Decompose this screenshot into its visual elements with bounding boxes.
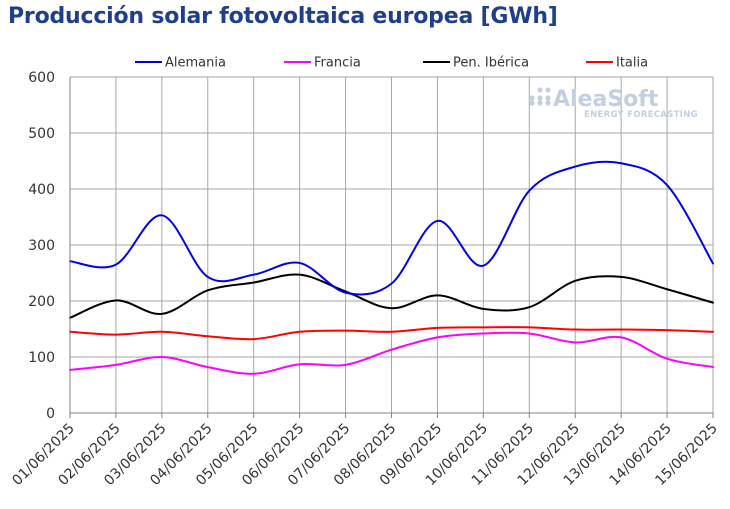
series-line-alemania [69,160,714,296]
y-tick-label: 400 [28,182,55,198]
y-tick-label: 500 [28,126,55,142]
y-tick-label: 600 [28,70,55,86]
logo-dot [545,100,551,106]
logo-dots-icon [529,87,551,106]
aleasoft-logo: AleaSoft ENERGY FORECASTING [529,87,698,120]
chart-title: Producción solar fotovoltaica europea [G… [8,4,558,29]
logo-dot [537,95,543,101]
logo-text: AleaSoft [553,87,659,112]
legend: Alemania Francia Pen. Ibérica Italia [135,56,648,71]
series-lines [69,160,714,375]
series-line-italia [69,326,714,341]
logo-dot [545,95,551,101]
logo-tagline: ENERGY FORECASTING [584,110,698,120]
logo-dot [537,100,543,106]
series-line-francia [69,331,714,375]
y-tick-label: 0 [46,406,55,422]
legend-label-alemania: Alemania [165,56,226,71]
logo-dot [529,100,535,106]
series-line-pen-ib-rica [69,273,714,319]
logo-dot [537,87,543,93]
y-tick-label: 100 [28,350,55,366]
logo-dot [545,87,551,93]
legend-label-italia: Italia [616,56,648,71]
legend-label-francia: Francia [314,56,361,71]
y-tick-label: 300 [28,238,55,254]
logo-dot [529,95,535,101]
y-tick-label: 200 [28,294,55,310]
grid [69,76,714,414]
legend-label-pen-ib-rica: Pen. Ibérica [453,56,529,71]
